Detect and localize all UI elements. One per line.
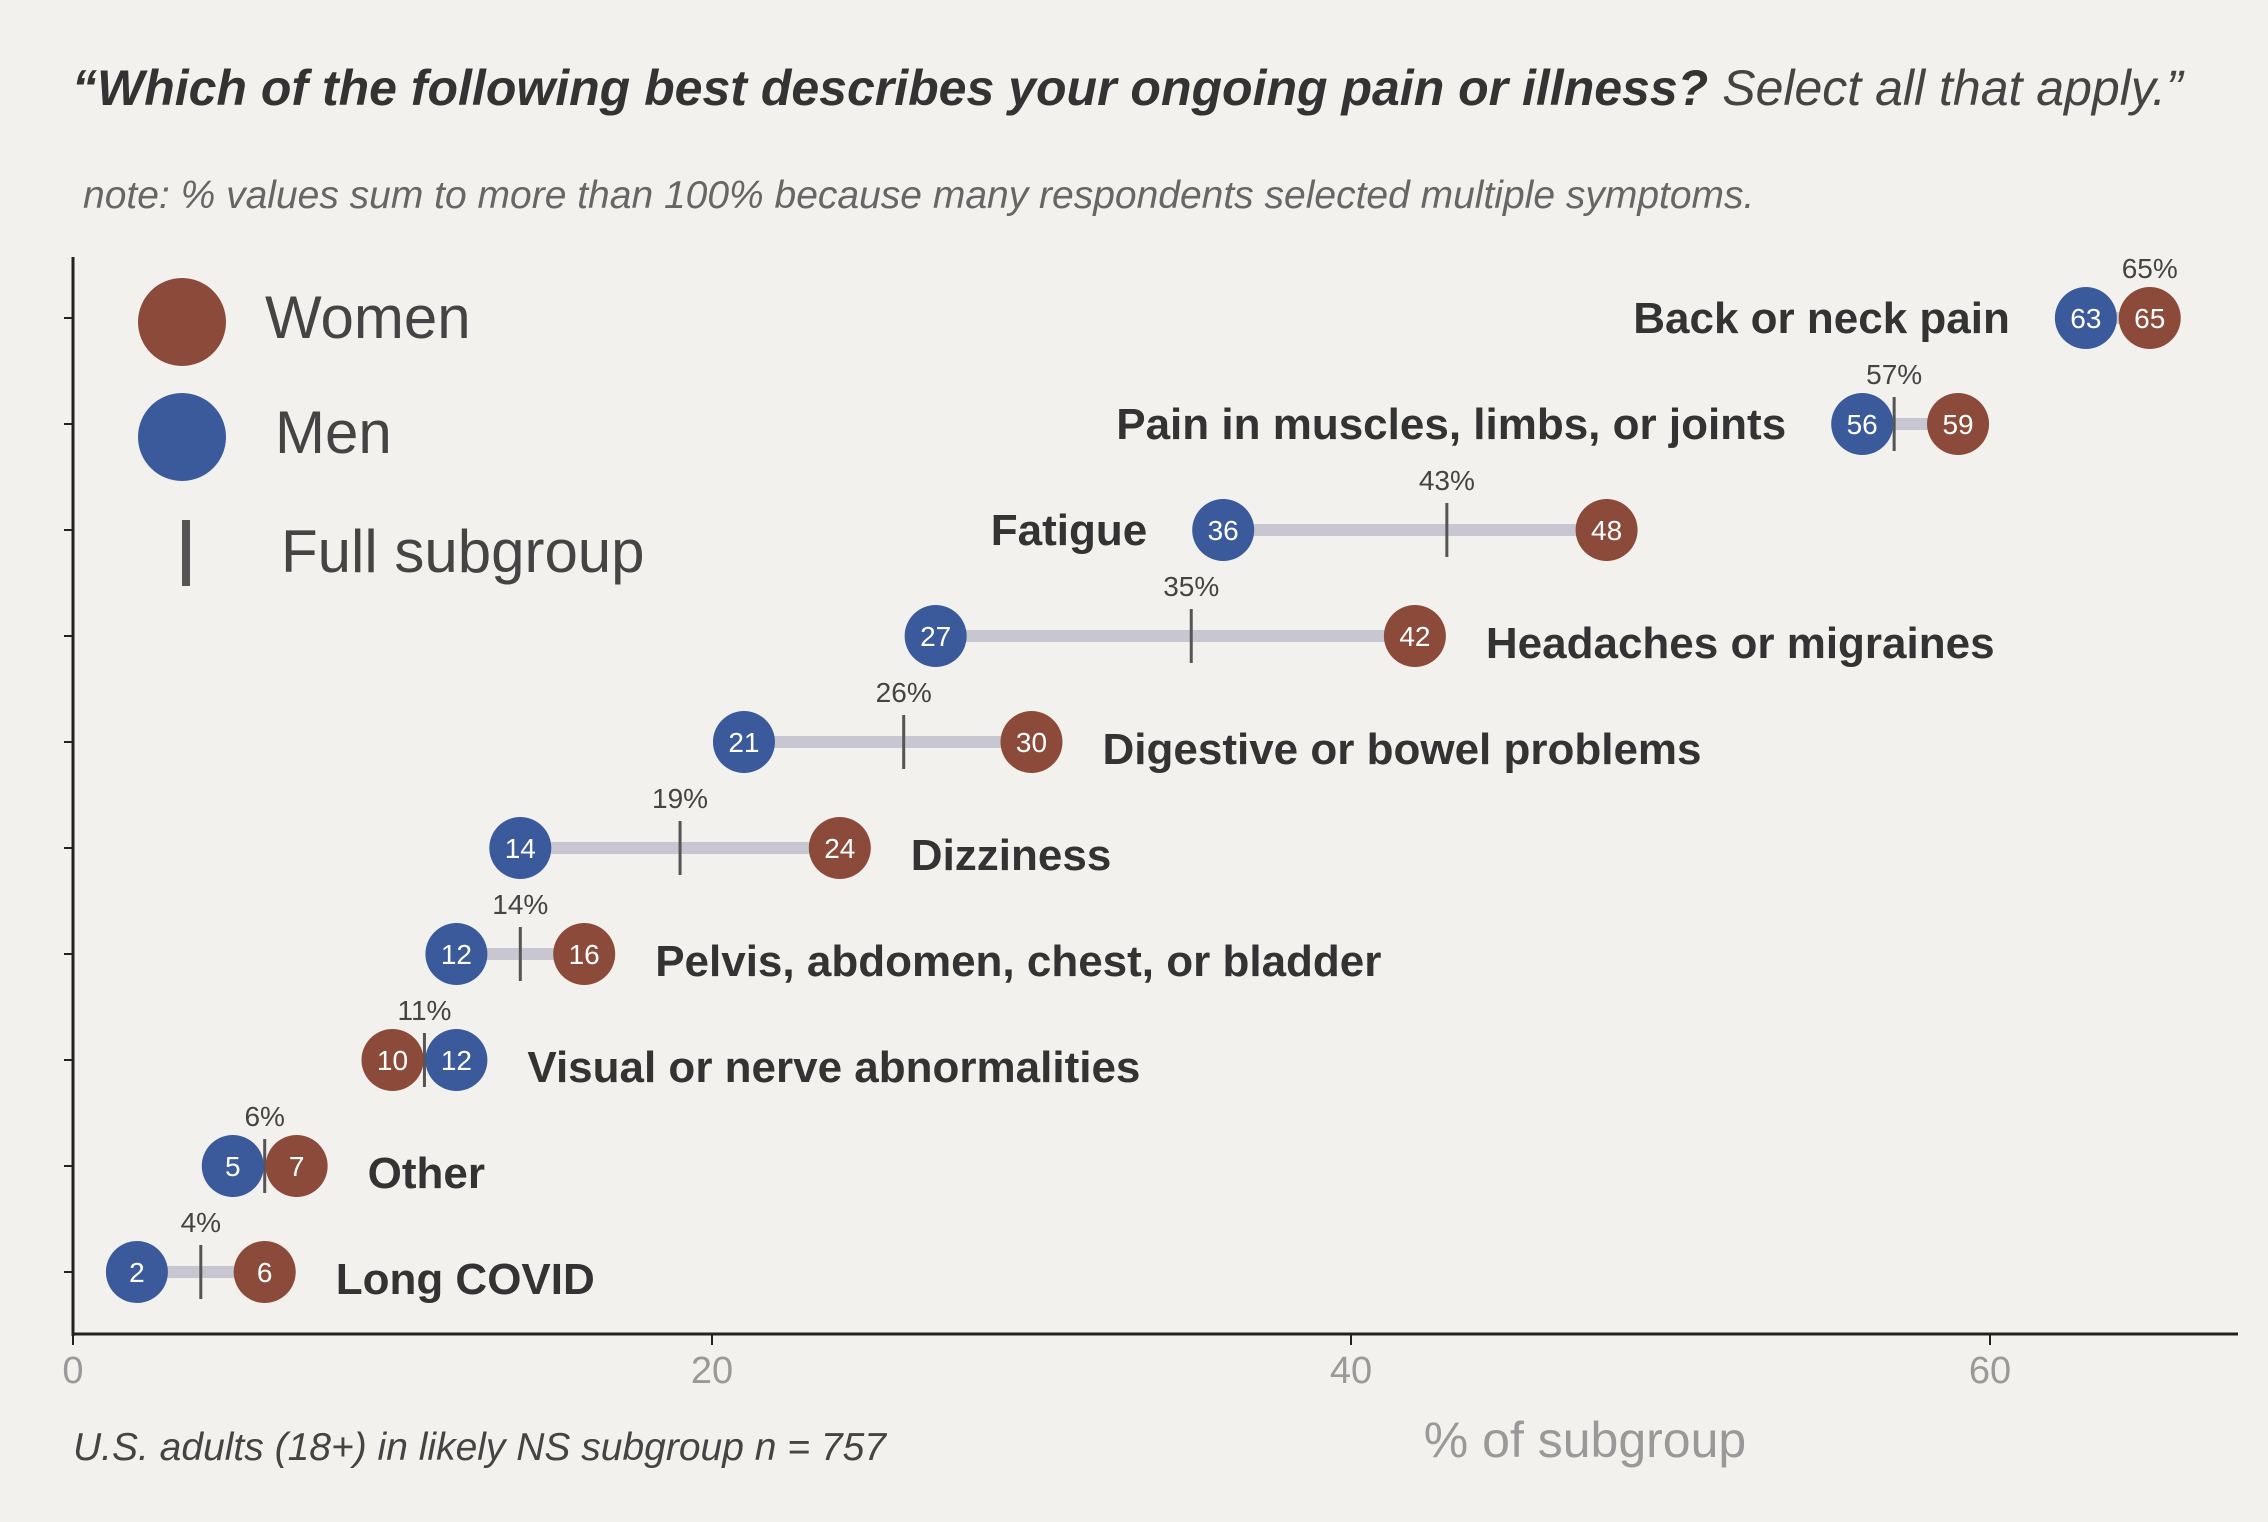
women-dot <box>1927 393 1990 455</box>
women-value-label: 65 <box>2134 303 2165 334</box>
men-value-label: 2 <box>129 1257 145 1288</box>
women-dot <box>1575 499 1638 561</box>
men-dot <box>425 923 488 985</box>
full-subgroup-label: 35% <box>1163 571 1219 602</box>
legend: Women Men Full subgroup <box>138 278 645 586</box>
women-value-label: 48 <box>1591 515 1622 546</box>
women-value-label: 42 <box>1399 621 1430 652</box>
category-label: Fatigue <box>991 506 1147 555</box>
full-subgroup-label: 43% <box>1419 465 1475 496</box>
women-value-label: 6 <box>257 1257 273 1288</box>
footer-note: U.S. adults (18+) in likely NS subgroup … <box>73 1426 887 1469</box>
men-dot <box>201 1135 264 1197</box>
category-label: Dizziness <box>911 831 1112 880</box>
men-dot <box>489 817 552 879</box>
full-subgroup-label: 4% <box>181 1207 221 1238</box>
men-value-label: 27 <box>920 621 951 652</box>
full-subgroup-label: 65% <box>2122 253 2178 284</box>
y-axis-ticks <box>64 317 73 1273</box>
full-subgroup-label: 6% <box>244 1101 284 1132</box>
men-dot <box>105 1241 168 1303</box>
category-label: Digestive or bowel problems <box>1103 725 1702 774</box>
chart-row: 26% 21 30 Digestive or bowel problems <box>712 677 1702 774</box>
legend-full-label: Full subgroup <box>281 518 645 585</box>
category-label: Back or neck pain <box>1633 294 2010 343</box>
chart-row: 35% 27 42 Headaches or migraines <box>904 571 1995 668</box>
men-dot <box>712 711 775 773</box>
legend-men-swatch <box>138 393 226 481</box>
men-value-label: 12 <box>441 939 472 970</box>
chart-row: 43% 36 48 Fatigue <box>991 465 1638 561</box>
x-tick-label: 0 <box>62 1350 83 1392</box>
women-value-label: 10 <box>377 1045 408 1076</box>
full-subgroup-label: 11% <box>397 995 451 1026</box>
category-label: Other <box>368 1149 485 1198</box>
women-value-label: 24 <box>824 833 855 864</box>
chart-row: 65% 63 65 Back or neck pain <box>1633 253 2181 349</box>
category-label: Pelvis, abdomen, chest, or bladder <box>655 937 1381 986</box>
chart-row: 57% 56 59 Pain in muscles, limbs, or joints <box>1116 359 1990 455</box>
women-value-label: 16 <box>569 939 600 970</box>
category-label: Pain in muscles, limbs, or joints <box>1116 400 1786 449</box>
women-dot <box>361 1029 424 1091</box>
men-value-label: 56 <box>1847 409 1878 440</box>
men-value-label: 5 <box>225 1151 241 1182</box>
full-subgroup-label: 19% <box>652 783 708 814</box>
women-dot <box>1000 711 1063 773</box>
chart-note: note: % values sum to more than 100% bec… <box>83 174 1754 217</box>
x-axis-title: % of subgroup <box>1424 1412 1746 1468</box>
men-dot <box>425 1029 488 1091</box>
men-value-label: 63 <box>2070 303 2101 334</box>
full-subgroup-label: 57% <box>1866 359 1922 390</box>
chart-title: “Which of the following best describes y… <box>72 60 2185 116</box>
women-value-label: 7 <box>289 1151 305 1182</box>
chart-row: 4% 2 6 Long COVID <box>105 1207 595 1304</box>
title-question: “Which of the following best describes y… <box>72 60 1708 116</box>
women-dot <box>1383 605 1446 667</box>
chart-row: 11% 10 12 Visual or nerve abnormalities <box>361 995 1140 1092</box>
women-dot <box>265 1135 328 1197</box>
men-dot <box>1192 499 1255 561</box>
men-dot <box>904 605 967 667</box>
chart-row: 19% 14 24 Dizziness <box>489 783 1111 880</box>
full-subgroup-label: 14% <box>492 889 548 920</box>
x-axis-ticks: 0 20 40 60 <box>62 1334 2011 1392</box>
chart-row: 14% 12 16 Pelvis, abdomen, chest, or bladde… <box>425 889 1381 986</box>
men-value-label: 36 <box>1208 515 1239 546</box>
women-dot <box>553 923 616 985</box>
chart-row: 6%5 7 Other <box>201 1101 485 1198</box>
men-value-label: 21 <box>728 727 759 758</box>
title-instruction: Select all that apply.” <box>1722 60 2185 116</box>
x-tick-label: 40 <box>1330 1350 1372 1392</box>
full-subgroup-label: 26% <box>876 677 932 708</box>
women-value-label: 30 <box>1016 727 1047 758</box>
men-dot <box>2054 287 2117 349</box>
women-dot <box>233 1241 296 1303</box>
legend-women-swatch <box>138 278 226 366</box>
category-label: Long COVID <box>336 1255 595 1304</box>
legend-men-label: Men <box>275 399 392 466</box>
category-label: Headaches or migraines <box>1486 619 1995 668</box>
x-tick-label: 20 <box>691 1350 733 1392</box>
women-dot <box>2118 287 2181 349</box>
legend-women-label: Women <box>265 284 471 351</box>
women-value-label: 59 <box>1942 409 1973 440</box>
category-label: Visual or nerve abnormalities <box>527 1043 1140 1092</box>
men-value-label: 14 <box>505 833 536 864</box>
x-tick-label: 60 <box>1969 1350 2011 1392</box>
men-dot <box>1831 393 1894 455</box>
men-value-label: 12 <box>441 1045 472 1076</box>
women-dot <box>808 817 871 879</box>
